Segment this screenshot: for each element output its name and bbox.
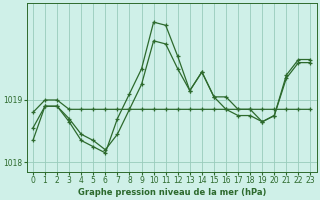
X-axis label: Graphe pression niveau de la mer (hPa): Graphe pression niveau de la mer (hPa): [77, 188, 266, 197]
